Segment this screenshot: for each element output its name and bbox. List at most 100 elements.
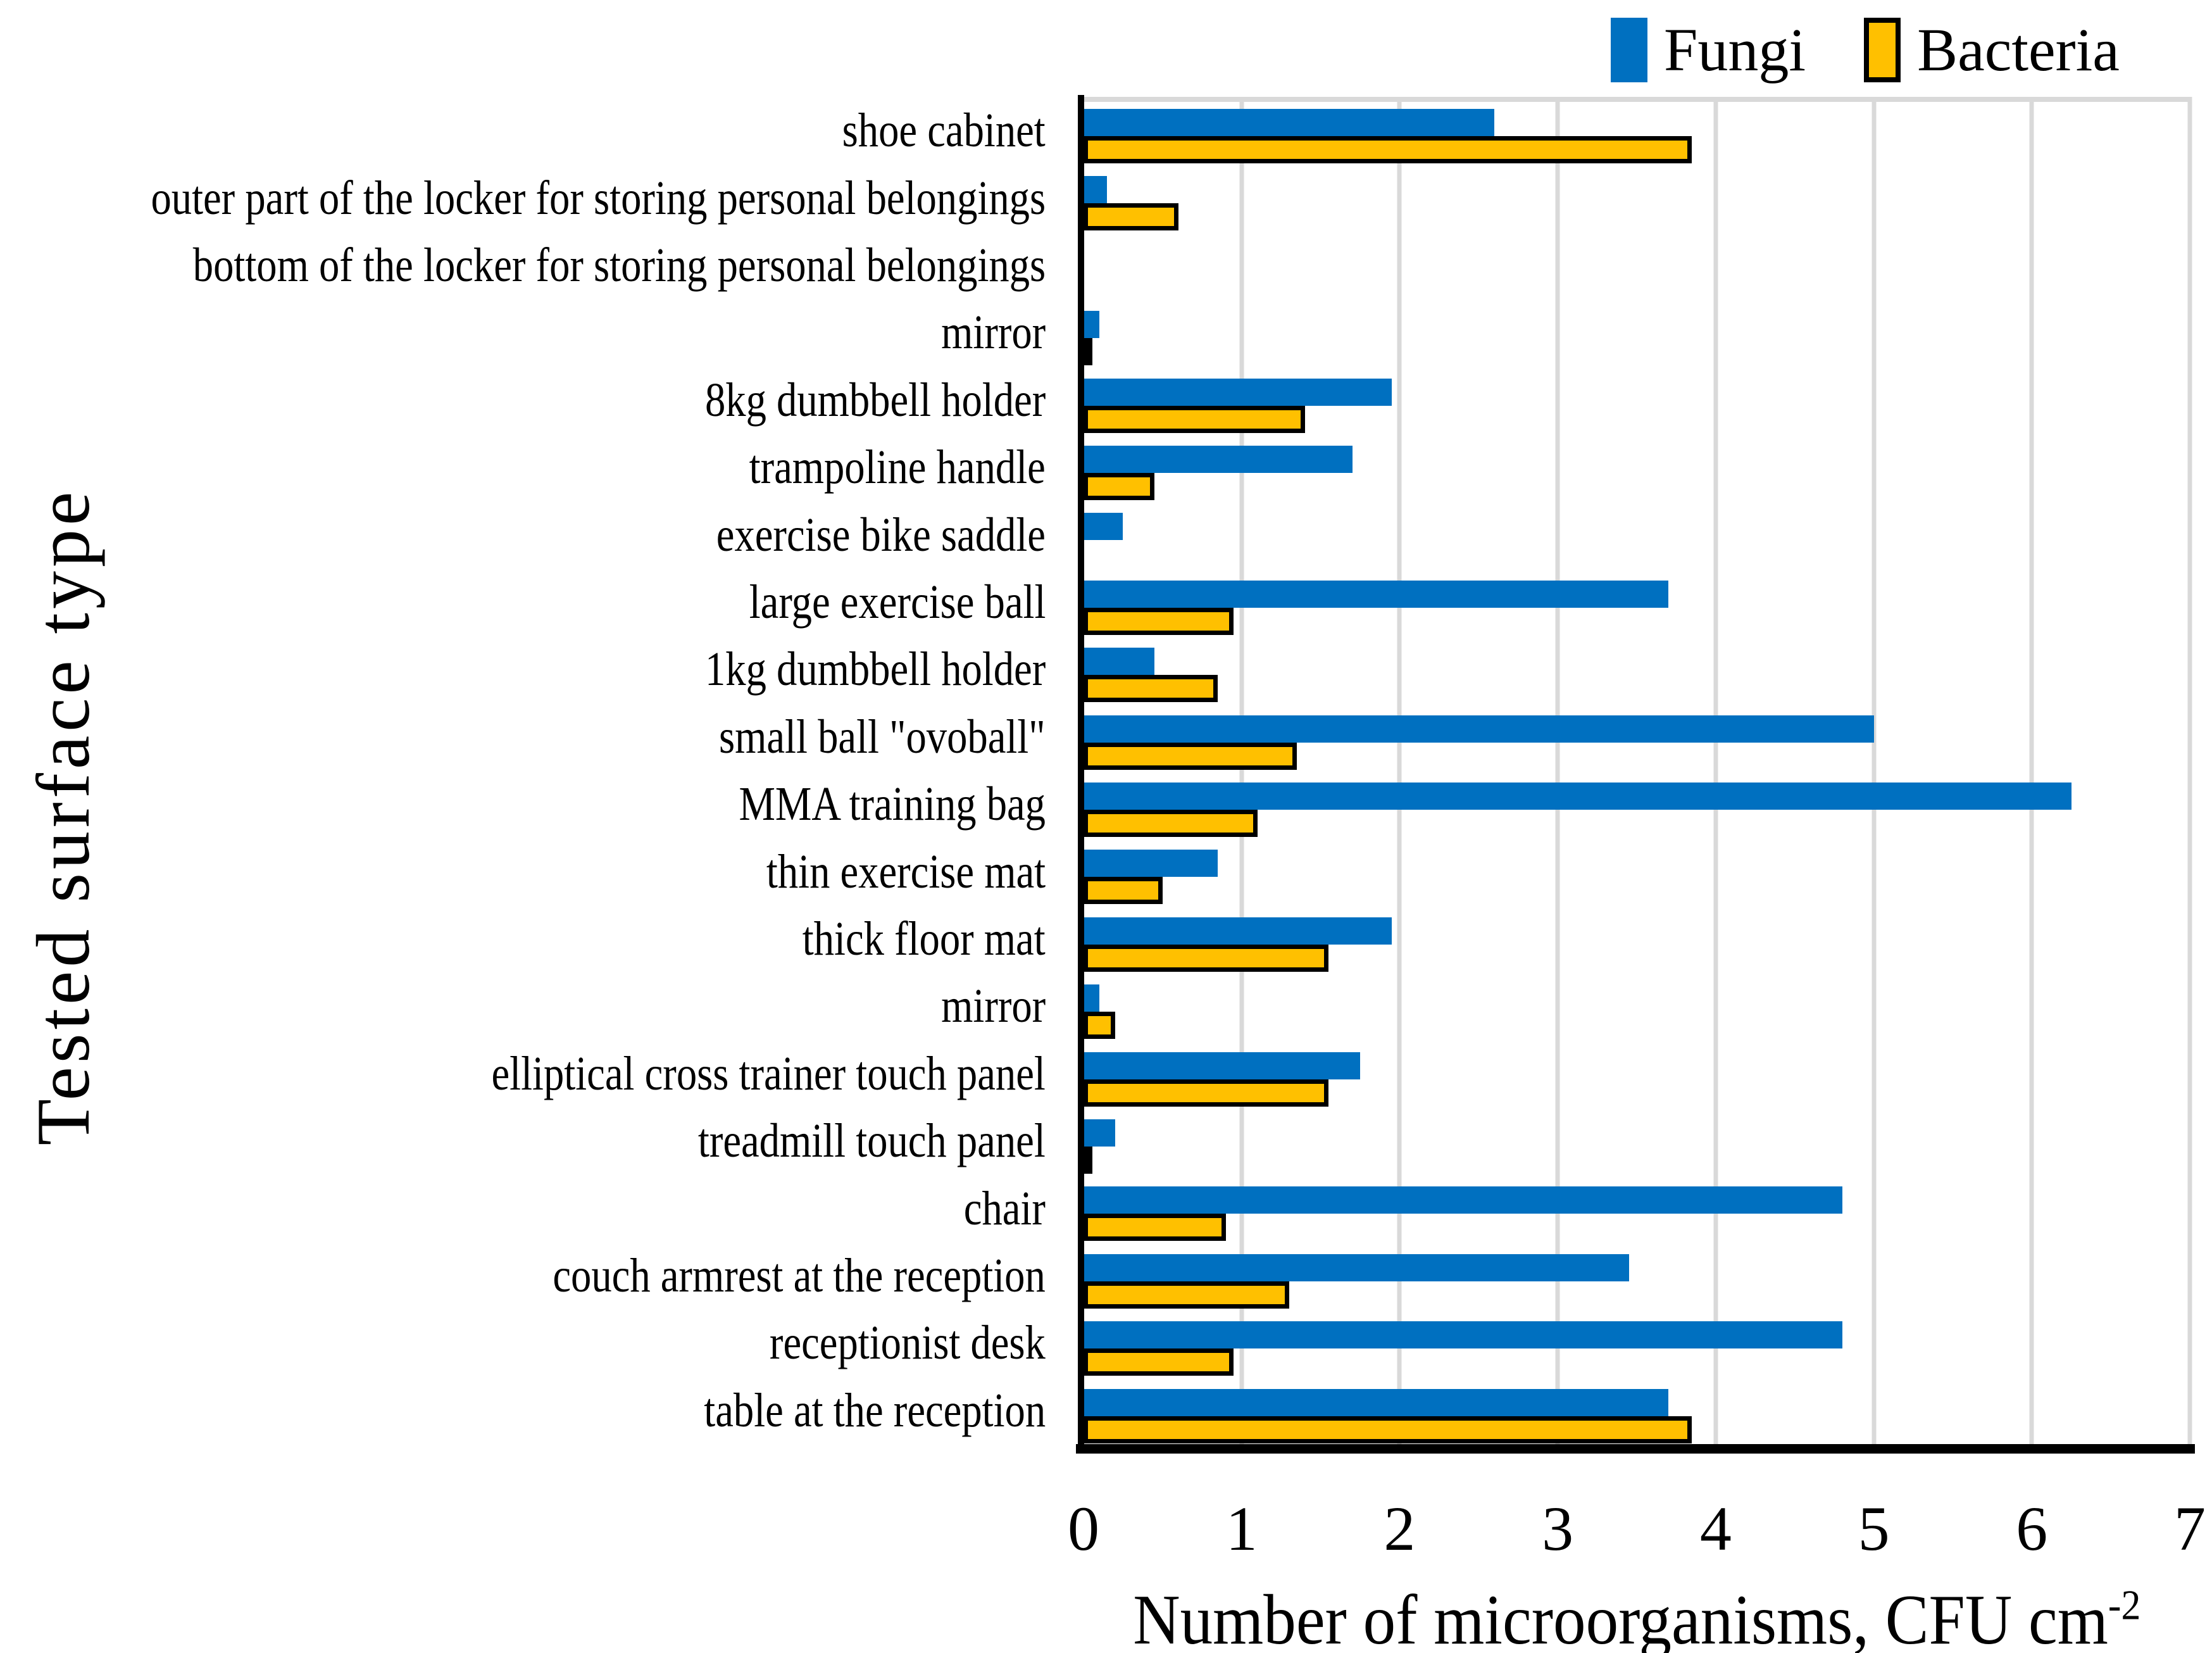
bar-row [1084, 708, 2190, 776]
category-label: couch armrest at the reception [0, 1242, 1063, 1309]
legend-label-bacteria: Bacteria [1917, 16, 2120, 84]
category-label-text: thin exercise mat [766, 845, 1046, 898]
x-tick-label: 3 [1542, 1493, 1574, 1564]
gridline [2187, 97, 2192, 1449]
bar-row [1084, 776, 2190, 843]
bar-bacteria [1084, 944, 1329, 972]
bar-row [1084, 910, 2190, 977]
category-label: 1kg dumbbell holder [0, 636, 1063, 703]
y-axis-line [1078, 95, 1084, 1454]
bar-fungi [1084, 1052, 1360, 1079]
category-label: 8kg dumbbell holder [0, 367, 1063, 434]
category-label-text: table at the reception [704, 1383, 1046, 1437]
category-label: mirror [0, 299, 1063, 366]
bar-bacteria [1084, 1281, 1289, 1309]
bar-row [1084, 1247, 2190, 1314]
bar-bacteria [1084, 203, 1178, 231]
category-axis-labels: shoe cabinet outer part of the locker for… [0, 97, 1063, 1444]
bar-bacteria [1084, 473, 1155, 500]
bar-fungi [1084, 513, 1123, 541]
category-label: small ball "ovoball" [0, 703, 1063, 770]
bar-fungi [1084, 109, 1495, 136]
bar-fungi [1084, 783, 2071, 810]
gridline [2029, 97, 2034, 1449]
gridline [1555, 97, 1560, 1449]
bar-bacteria [1084, 1147, 1092, 1174]
category-label-text: outer part of the locker for storing per… [151, 171, 1046, 225]
bar-row [1084, 237, 2190, 304]
x-tick-label: 6 [2016, 1493, 2048, 1564]
gridline [1239, 97, 1244, 1449]
category-label: thick floor mat [0, 905, 1063, 972]
x-tick-label: 2 [1384, 1493, 1416, 1564]
category-label: chair [0, 1174, 1063, 1241]
x-tick-label: 7 [2174, 1493, 2206, 1564]
bar-fungi [1084, 311, 1099, 339]
bar-fungi [1084, 1119, 1115, 1147]
x-tick-label: 5 [1858, 1493, 1890, 1564]
category-label: bottom of the locker for storing persona… [0, 232, 1063, 299]
bar-row [1084, 1314, 2190, 1381]
bar-row [1084, 439, 2190, 506]
category-label: trampoline handle [0, 434, 1063, 501]
bar-fungi [1084, 984, 1099, 1012]
bar-bacteria [1084, 675, 1218, 703]
category-label-text: trampoline handle [749, 441, 1046, 494]
category-label-text: bottom of the locker for storing persona… [192, 238, 1046, 292]
legend-item-bacteria: Bacteria [1864, 18, 2120, 82]
gridline [1713, 97, 1718, 1449]
x-axis-title-superscript: -2 [2108, 1581, 2141, 1629]
bar-bacteria [1084, 1214, 1226, 1241]
bar-fungi [1084, 580, 1668, 608]
gridline [1871, 97, 1877, 1449]
category-label: table at the reception [0, 1377, 1063, 1444]
category-label-text: mirror [940, 979, 1046, 1033]
legend: Fungi Bacteria [1611, 18, 2120, 82]
category-label: mirror [0, 972, 1063, 1040]
category-label-text: treadmill touch panel [698, 1114, 1046, 1168]
bar-row [1084, 1112, 2190, 1179]
category-label-text: 1kg dumbbell holder [704, 643, 1046, 696]
category-label-text: MMA training bag [739, 777, 1046, 831]
category-label-text: mirror [940, 306, 1046, 360]
legend-label-fungi: Fungi [1664, 16, 1806, 84]
legend-item-fungi: Fungi [1611, 18, 1806, 82]
category-label-text: large exercise ball [749, 575, 1046, 629]
bar-fungi [1084, 1321, 1842, 1349]
bar-bacteria [1084, 607, 1234, 635]
category-label-text: small ball "ovoball" [719, 710, 1046, 764]
bar-row [1084, 372, 2190, 439]
bar-bacteria [1084, 742, 1297, 770]
category-label: elliptical cross trainer touch panel [0, 1040, 1063, 1107]
bar-bacteria [1084, 877, 1163, 905]
fungi-swatch-icon [1611, 18, 1647, 82]
category-label-text: thick floor mat [803, 912, 1046, 965]
plot-area [1084, 97, 2192, 1449]
category-label-text: receptionist desk [770, 1316, 1046, 1370]
bar-fungi [1084, 446, 1353, 473]
bar-row [1084, 506, 2190, 573]
bar-row [1084, 1179, 2190, 1247]
category-label-text: exercise bike saddle [716, 508, 1046, 562]
category-label-text: 8kg dumbbell holder [704, 373, 1046, 427]
x-axis-line [1076, 1444, 2195, 1454]
bar-row [1084, 102, 2190, 169]
bar-bacteria [1084, 136, 1692, 163]
category-label: MMA training bag [0, 770, 1063, 838]
category-label: large exercise ball [0, 569, 1063, 636]
category-label: thin exercise mat [0, 838, 1063, 905]
category-label: receptionist desk [0, 1309, 1063, 1376]
bar-row [1084, 1045, 2190, 1112]
bar-bacteria [1084, 1079, 1329, 1107]
x-tick-label: 4 [1699, 1493, 1732, 1564]
bar-fungi [1084, 1388, 1668, 1416]
gridline [1397, 97, 1402, 1449]
bacteria-swatch-icon [1864, 18, 1901, 82]
x-tick-label: 1 [1225, 1493, 1258, 1564]
bar-bacteria [1084, 1416, 1692, 1443]
category-label-text: couch armrest at the reception [553, 1248, 1046, 1302]
bar-fungi [1084, 1186, 1842, 1214]
bar-fungi [1084, 176, 1108, 204]
bar-fungi [1084, 378, 1392, 406]
